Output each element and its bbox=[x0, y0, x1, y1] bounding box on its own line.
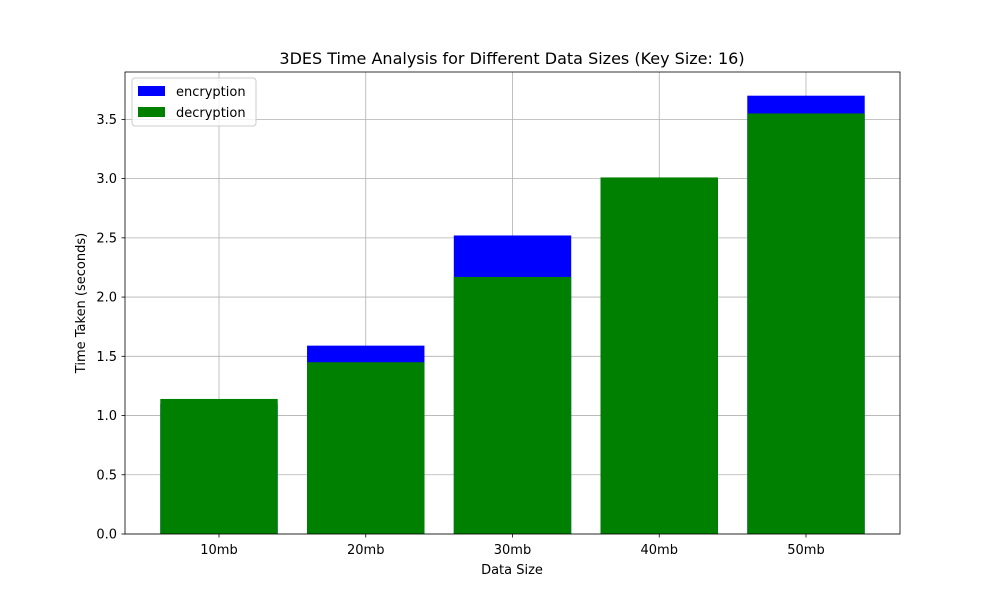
y-tick-label: 0.5 bbox=[96, 468, 117, 483]
bar-decryption-30mb bbox=[453, 276, 572, 534]
x-tick-label: 10mb bbox=[200, 543, 237, 558]
y-tick-label: 0.0 bbox=[96, 528, 117, 543]
y-tick-label: 1.5 bbox=[96, 350, 117, 365]
bar-decryption-40mb bbox=[600, 177, 718, 534]
legend: encryption decryption bbox=[131, 77, 257, 127]
y-tick-label: 3.0 bbox=[96, 172, 117, 187]
x-tick-label: 20mb bbox=[347, 543, 384, 558]
chart-title: 3DES Time Analysis for Different Data Si… bbox=[279, 49, 744, 68]
bar-decryption-10mb bbox=[160, 398, 278, 534]
legend-label-encryption: encryption bbox=[176, 85, 246, 100]
x-tick-label: 30mb bbox=[494, 543, 531, 558]
y-tick-label: 2.5 bbox=[96, 231, 117, 246]
y-tick-label: 3.5 bbox=[96, 113, 117, 128]
y-axis-label: Time Taken (seconds) bbox=[74, 233, 89, 374]
bars bbox=[160, 95, 865, 534]
bar-decryption-50mb bbox=[747, 113, 865, 534]
x-axis-label: Data Size bbox=[481, 563, 543, 578]
legend-swatch-decryption bbox=[138, 107, 165, 117]
axis-ticks: 0.0 0.5 1.0 1.5 2.0 2.5 3.0 3.5 10mb 20mb 30mb 40mb… bbox=[96, 113, 824, 558]
series-decryption bbox=[160, 113, 865, 534]
y-tick-label: 1.0 bbox=[96, 409, 117, 424]
bar-decryption-20mb bbox=[307, 362, 425, 534]
legend-swatch-encryption bbox=[138, 86, 165, 96]
x-tick-label: 50mb bbox=[787, 543, 824, 558]
y-tick-label: 2.0 bbox=[96, 291, 117, 306]
legend-label-decryption: decryption bbox=[176, 106, 246, 121]
x-tick-label: 40mb bbox=[641, 543, 678, 558]
